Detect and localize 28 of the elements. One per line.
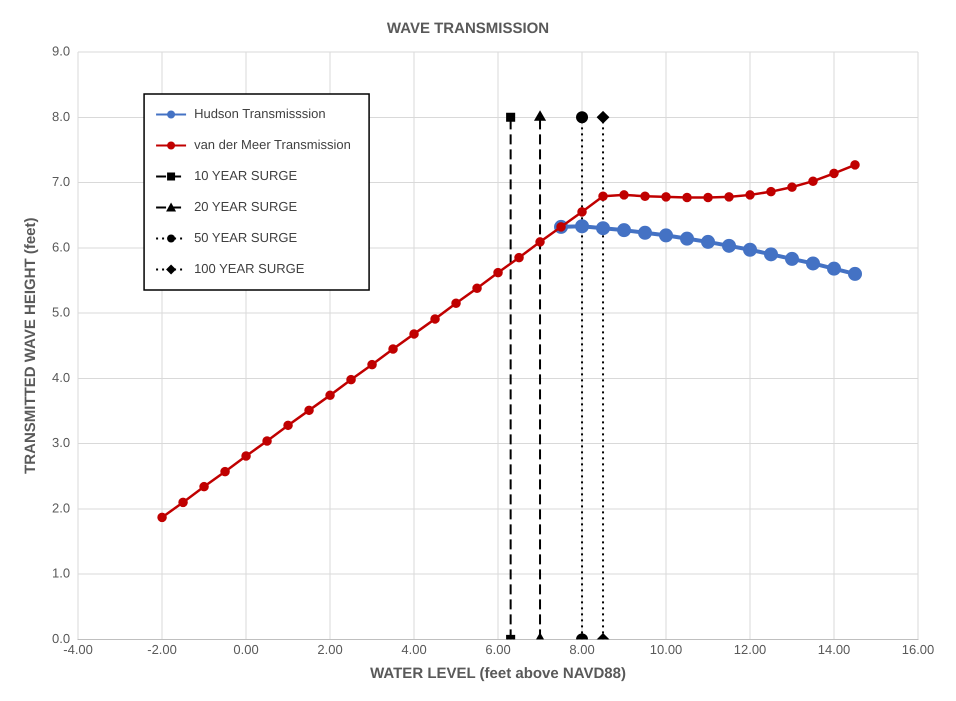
legend-label: Hudson Transmisssion: [194, 106, 326, 122]
x-tick-label: 14.00: [818, 642, 850, 657]
y-tick-label: 5.0: [52, 304, 70, 320]
x-tick-label: 10.00: [650, 642, 682, 657]
x-tick-label: 2.00: [317, 642, 343, 657]
legend-label: 50 YEAR SURGE: [194, 230, 298, 246]
y-tick-label: 9.0: [52, 44, 70, 59]
legend-label: 20 YEAR SURGE: [194, 199, 298, 214]
x-axis-title: WATER LEVEL (feet above NAVD88): [370, 665, 626, 682]
y-tick-label: 4.0: [52, 370, 70, 385]
legend-label: 100 YEAR SURGE: [194, 261, 305, 276]
y-tick-label: 3.0: [52, 435, 70, 450]
x-tick-label: 0.00: [233, 642, 259, 657]
y-axis-title: TRANSMITTED WAVE HEIGHT (feet): [22, 218, 40, 474]
x-tick-label: 8.00: [569, 642, 595, 657]
y-tick-label: 8.0: [52, 108, 70, 124]
x-tick-label: 12.00: [734, 642, 766, 657]
chart-title: WAVE TRANSMISSION: [386, 20, 550, 38]
x-tick-label: 6.00: [485, 642, 511, 657]
y-tick-label: 7.0: [52, 174, 70, 190]
x-tick-label: 4.00: [401, 642, 427, 657]
x-tick-label: -2.00: [147, 642, 177, 657]
legend-label: 10 YEAR SURGE: [194, 168, 298, 184]
y-tick-label: 6.0: [52, 239, 70, 254]
legend-label: van der Meer Transmission: [194, 137, 351, 152]
y-tick-label: 1.0: [52, 566, 70, 581]
x-tick-label: 16.00: [902, 642, 934, 657]
y-tick-label: 2.0: [52, 500, 70, 516]
